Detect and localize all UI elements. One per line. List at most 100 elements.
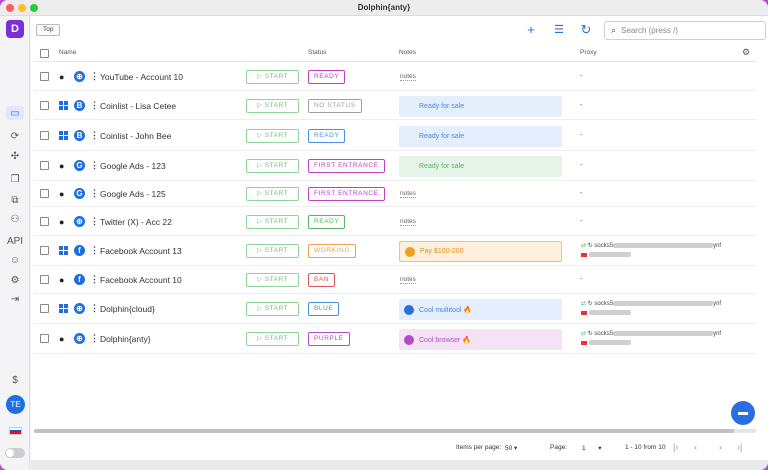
add-profile-icon[interactable]: + bbox=[527, 22, 535, 37]
notes-placeholder[interactable]: notes bbox=[400, 190, 416, 198]
table-row[interactable]: ● ⊕ ⋮ YouTube - Account 10 ▷ START READY… bbox=[34, 63, 756, 91]
notes-placeholder[interactable]: notes bbox=[400, 276, 416, 284]
refresh-ip-icon[interactable]: ↻ bbox=[587, 331, 593, 337]
row-menu-icon[interactable]: ⋮ bbox=[90, 245, 99, 255]
table-row[interactable]: ⊕ ⋮ Dolphin{cloud} ▷ START BLUE Cool mul… bbox=[34, 294, 756, 324]
note-box[interactable]: Ready for sale bbox=[399, 126, 562, 147]
status-badge[interactable]: WORKING bbox=[308, 244, 356, 258]
row-menu-icon[interactable]: ⋮ bbox=[90, 130, 99, 140]
row-menu-icon[interactable]: ⋮ bbox=[90, 274, 99, 284]
row-checkbox[interactable] bbox=[40, 161, 49, 170]
start-button[interactable]: ▷ START bbox=[246, 159, 299, 173]
table-row[interactable]: ● f ⋮ Facebook Account 10 ▷ START BAN no… bbox=[34, 266, 756, 294]
proxy-info[interactable]: ⇄ ↻ socks5 ynf bbox=[581, 300, 721, 316]
note-box[interactable]: Cool browser 🔥 bbox=[399, 329, 562, 350]
profile-name[interactable]: Facebook Account 13 bbox=[100, 246, 182, 256]
top-button[interactable]: Top bbox=[36, 24, 61, 36]
profile-name[interactable]: Google Ads - 123 bbox=[100, 161, 166, 171]
profile-name[interactable]: Dolphin{anty} bbox=[100, 334, 151, 344]
note-box[interactable]: Pay $100-200 bbox=[399, 241, 562, 262]
profile-name[interactable]: Dolphin{cloud} bbox=[100, 304, 155, 314]
next-page-icon[interactable]: › bbox=[719, 442, 722, 452]
row-checkbox[interactable] bbox=[40, 131, 49, 140]
profile-name[interactable]: Google Ads - 125 bbox=[100, 189, 166, 199]
extensions-icon[interactable]: ⧉ bbox=[11, 194, 19, 206]
prev-page-icon[interactable]: ‹ bbox=[694, 442, 697, 452]
first-page-icon[interactable]: |‹ bbox=[673, 442, 679, 452]
table-row[interactable]: ● G ⋮ Google Ads - 123 ▷ START FIRST ENT… bbox=[34, 151, 756, 181]
start-button[interactable]: ▷ START bbox=[246, 215, 299, 229]
status-badge[interactable]: NO STATUS bbox=[308, 99, 362, 113]
status-badge[interactable]: READY bbox=[308, 129, 346, 143]
row-menu-icon[interactable]: ⋮ bbox=[90, 160, 99, 170]
start-button[interactable]: ▷ START bbox=[246, 70, 299, 84]
table-row[interactable]: f ⋮ Facebook Account 13 ▷ START WORKING … bbox=[34, 236, 756, 266]
start-button[interactable]: ▷ START bbox=[246, 273, 299, 287]
start-button[interactable]: ▷ START bbox=[246, 332, 299, 346]
theme-toggle[interactable] bbox=[5, 448, 25, 458]
status-badge[interactable]: PURPLE bbox=[308, 332, 350, 346]
start-button[interactable]: ▷ START bbox=[246, 129, 299, 143]
row-menu-icon[interactable]: ⋮ bbox=[90, 303, 99, 313]
refresh-icon[interactable]: ↻ bbox=[580, 22, 592, 37]
status-badge[interactable]: BLUE bbox=[308, 302, 340, 316]
minimize-window-button[interactable] bbox=[18, 4, 26, 12]
logout-icon[interactable]: ⇥ bbox=[10, 293, 20, 305]
zoom-window-button[interactable] bbox=[30, 4, 38, 12]
row-checkbox[interactable] bbox=[40, 304, 49, 313]
support-chat-icon[interactable]: ▬ bbox=[731, 401, 755, 425]
profile-name[interactable]: Coinlist - Lisa Cetee bbox=[100, 101, 177, 111]
row-checkbox[interactable] bbox=[40, 275, 49, 284]
status-badge[interactable]: FIRST ENTRANCE bbox=[308, 159, 385, 173]
page-select[interactable]: 1 ▾ bbox=[582, 445, 602, 452]
proxy-info[interactable]: ⇄ ↻ socks5 ynf bbox=[581, 330, 721, 346]
api-icon[interactable]: API bbox=[6, 235, 24, 247]
column-name[interactable]: Name bbox=[59, 49, 77, 56]
sync-icon[interactable]: ⟳ bbox=[10, 130, 20, 142]
status-badge[interactable]: FIRST ENTRANCE bbox=[308, 187, 385, 201]
proxy-info[interactable]: ⇄ ↻ socks5 ynf bbox=[581, 242, 721, 258]
profile-name[interactable]: Coinlist - John Bee bbox=[100, 131, 172, 141]
row-menu-icon[interactable]: ⋮ bbox=[90, 216, 99, 226]
table-row[interactable]: B ⋮ Coinlist - John Bee ▷ START READY Re… bbox=[34, 120, 756, 151]
table-row[interactable]: B ⋮ Coinlist - Lisa Cetee ▷ START NO STA… bbox=[34, 91, 756, 120]
profile-name[interactable]: Facebook Account 10 bbox=[100, 275, 182, 285]
note-box[interactable]: Ready for sale bbox=[399, 156, 562, 177]
robot-icon[interactable]: ☺ bbox=[9, 254, 21, 266]
row-checkbox[interactable] bbox=[40, 72, 49, 81]
browser-profiles-icon[interactable]: ▭ bbox=[6, 106, 24, 120]
bookmark-icon[interactable]: ❐ bbox=[10, 173, 20, 185]
row-checkbox[interactable] bbox=[40, 334, 49, 343]
table-row[interactable]: ● ⊕ ⋮ Twitter (X) - Acc 22 ▷ START READY… bbox=[34, 207, 756, 236]
billing-dollar-icon[interactable]: $ bbox=[12, 374, 18, 386]
row-menu-icon[interactable]: ⋮ bbox=[90, 333, 99, 343]
refresh-ip-icon[interactable]: ↻ bbox=[587, 301, 593, 307]
language-flag-icon[interactable] bbox=[9, 427, 22, 435]
profile-name[interactable]: YouTube - Account 10 bbox=[100, 72, 184, 82]
refresh-ip-icon[interactable]: ↻ bbox=[587, 243, 593, 249]
status-badge[interactable]: READY bbox=[308, 215, 346, 229]
row-checkbox[interactable] bbox=[40, 246, 49, 255]
row-menu-icon[interactable]: ⋮ bbox=[90, 71, 99, 81]
horizontal-scrollbar[interactable] bbox=[34, 429, 756, 433]
select-all-checkbox[interactable] bbox=[40, 49, 49, 58]
close-window-button[interactable] bbox=[6, 4, 14, 12]
notes-placeholder[interactable]: notes bbox=[400, 218, 416, 226]
row-menu-icon[interactable]: ⋮ bbox=[90, 188, 99, 198]
column-status[interactable]: Status bbox=[308, 49, 327, 56]
filter-icon[interactable]: ☰ bbox=[554, 24, 564, 36]
row-checkbox[interactable] bbox=[40, 217, 49, 226]
status-badge[interactable]: READY bbox=[308, 70, 346, 84]
note-box[interactable]: Ready for sale bbox=[399, 96, 562, 117]
column-notes[interactable]: Notes bbox=[399, 49, 416, 56]
app-logo[interactable]: D bbox=[6, 20, 24, 38]
search-input[interactable]: ⌕ Search (press /) bbox=[604, 21, 766, 40]
table-row[interactable]: ● G ⋮ Google Ads - 125 ▷ START FIRST ENT… bbox=[34, 181, 756, 207]
items-per-page-select[interactable]: 50 ▾ bbox=[505, 445, 518, 452]
row-checkbox[interactable] bbox=[40, 189, 49, 198]
user-avatar[interactable]: TE bbox=[6, 395, 25, 414]
start-button[interactable]: ▷ START bbox=[246, 99, 299, 113]
row-menu-icon[interactable]: ⋮ bbox=[90, 100, 99, 110]
team-icon[interactable]: ⚇ bbox=[10, 213, 20, 225]
automation-icon[interactable]: ✣ bbox=[10, 150, 20, 162]
